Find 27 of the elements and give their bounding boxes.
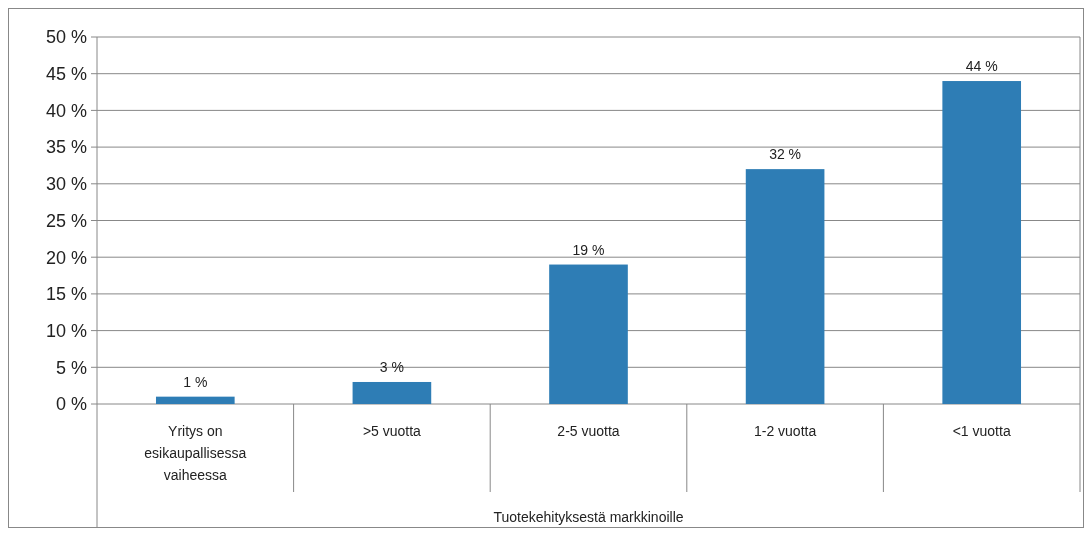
data-label: 19 %: [572, 241, 605, 258]
data-label: 3 %: [379, 358, 404, 375]
y-tick-label: 15 %: [45, 284, 87, 305]
x-tick-label: <1 vuotta: [952, 423, 1011, 439]
x-tick-label: 2-5 vuotta: [557, 423, 620, 439]
bar: [549, 264, 628, 404]
data-label: 32 %: [769, 146, 802, 163]
bar: [155, 396, 235, 404]
data-label: 44 %: [965, 58, 998, 75]
x-tick-label: >5 vuotta: [362, 423, 422, 439]
y-tick-label: 45 %: [45, 64, 87, 84]
y-tick-label: 40 %: [45, 100, 87, 121]
data-label: 1 %: [183, 373, 208, 390]
y-tick-label: 10 %: [45, 320, 87, 341]
x-tick-label: 1-2 vuotta: [753, 423, 817, 439]
y-tick-label: 25 %: [45, 210, 87, 231]
bar: [942, 81, 1022, 404]
y-tick-label: 5 %: [55, 357, 87, 378]
x-tick-label: Yritys on esikaupallisessa vaiheessa: [144, 423, 247, 483]
bar: [352, 381, 432, 404]
x-axis-title: Tuotekehityksestä markkinoille: [493, 509, 684, 525]
y-tick-label: 0 %: [55, 394, 87, 415]
y-tick-label: 35 %: [45, 137, 87, 158]
y-tick-label: 30 %: [45, 174, 87, 195]
y-tick-label: 50 %: [45, 27, 87, 48]
y-tick-label: 20 %: [45, 247, 87, 268]
bar: [745, 169, 825, 404]
